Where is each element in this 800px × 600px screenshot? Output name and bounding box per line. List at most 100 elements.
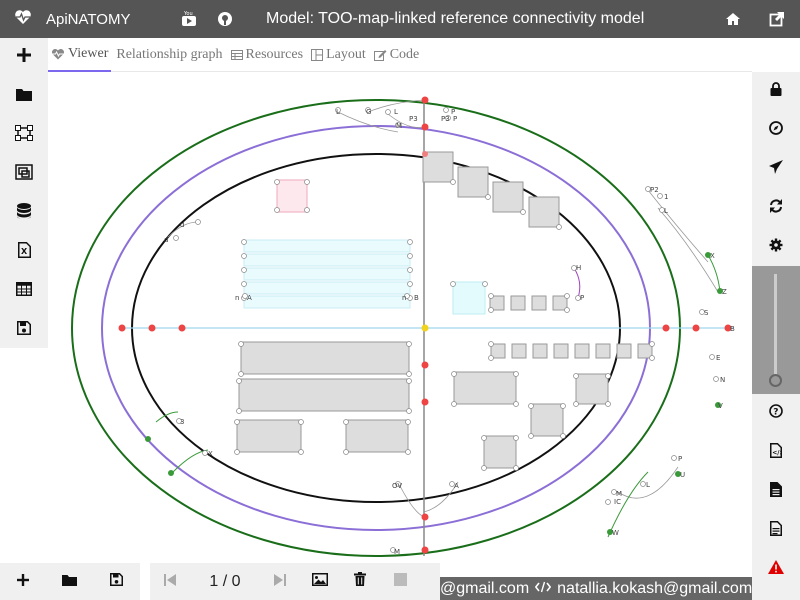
- tab-label: Code: [389, 46, 420, 62]
- send-icon: [769, 160, 783, 179]
- graph-canvas[interactable]: L G L P P M P3 P3 d d n A n B 3 X P2 1 L…: [48, 72, 752, 600]
- graph-label: P: [451, 108, 455, 116]
- send-button[interactable]: [752, 150, 800, 189]
- file-button[interactable]: [752, 472, 800, 511]
- graph-label: OV: [392, 482, 402, 490]
- help-button[interactable]: ?: [752, 394, 800, 433]
- graph-label: 3: [180, 418, 184, 426]
- stop-button[interactable]: [380, 572, 420, 591]
- table-icon: [16, 282, 32, 301]
- tab-resources[interactable]: Resources: [228, 38, 307, 72]
- graph-label: P: [453, 115, 457, 123]
- graph-label: d: [180, 221, 184, 229]
- snapshot-button[interactable]: [300, 572, 340, 591]
- table-button[interactable]: [0, 272, 48, 311]
- zoom-slider[interactable]: [752, 266, 800, 394]
- save-button[interactable]: [0, 311, 48, 350]
- graph-label: V: [718, 402, 723, 410]
- graph-label: n: [402, 294, 406, 302]
- svg-text:X: X: [21, 247, 28, 256]
- graph-label: M: [394, 548, 400, 556]
- page-title: Model: TOO-map-linked reference connecti…: [266, 10, 645, 27]
- tab-relationship-graph[interactable]: Relationship graph: [113, 38, 225, 72]
- tab-label: Viewer: [68, 45, 109, 61]
- file-lines-button[interactable]: [752, 511, 800, 550]
- trash-icon: [354, 572, 366, 591]
- compass-button[interactable]: [752, 111, 800, 150]
- tab-viewer[interactable]: Viewer: [48, 38, 112, 72]
- database-button[interactable]: [0, 194, 48, 233]
- help-icon: ?: [769, 404, 783, 423]
- object-group-button[interactable]: [0, 155, 48, 194]
- add-button[interactable]: [0, 38, 48, 77]
- vector-square-icon: [15, 125, 33, 146]
- next-button[interactable]: [260, 573, 300, 591]
- add-bottom-button[interactable]: [16, 573, 29, 591]
- graph-label: U: [680, 471, 685, 479]
- external-link-icon[interactable]: [766, 8, 788, 30]
- graph-label: A: [247, 294, 252, 302]
- graph-label: M: [616, 490, 622, 498]
- open-folder-button[interactable]: [0, 77, 48, 116]
- footer-email-right[interactable]: natallia.kokash@gmail.com: [557, 579, 752, 597]
- step-backward-icon: [164, 573, 176, 591]
- scene-player: 1 / 0: [150, 563, 440, 600]
- zoom-handle[interactable]: [769, 374, 782, 387]
- file-icon: [770, 481, 782, 502]
- graph-label: W: [612, 529, 619, 537]
- scene-counter: 1 / 0: [209, 572, 241, 590]
- vector-square-button[interactable]: [0, 116, 48, 155]
- graph-label: S: [704, 309, 709, 317]
- footer-contacts: @gmail.com natallia.kokash@gmail.com: [440, 577, 752, 600]
- home-icon[interactable]: [722, 8, 744, 30]
- bottom-toolbar: [0, 563, 140, 600]
- footer-email-left[interactable]: @gmail.com: [440, 579, 530, 597]
- import-excel-button[interactable]: X: [0, 233, 48, 272]
- folder-icon: [16, 88, 32, 106]
- graph-label: P3: [441, 115, 450, 123]
- graph-label: 1: [664, 193, 668, 201]
- right-toolbar: ? </>: [752, 72, 800, 600]
- plus-icon: [17, 48, 31, 67]
- previous-button[interactable]: [150, 573, 190, 591]
- save-bottom-button[interactable]: [110, 572, 124, 591]
- excel-file-icon: X: [17, 242, 31, 263]
- graph-label: E: [716, 354, 720, 362]
- tab-layout[interactable]: Layout: [308, 38, 369, 72]
- square-icon: [393, 572, 407, 591]
- graph-label: n: [235, 294, 239, 302]
- zoom-track: [774, 274, 777, 386]
- graph-label: G: [366, 108, 371, 116]
- graph-label: d: [164, 236, 168, 244]
- graph-label: X: [710, 252, 715, 260]
- graph-label: P3: [409, 115, 418, 123]
- graph-label: X: [208, 450, 213, 458]
- graph-label: B: [414, 294, 419, 302]
- settings-button[interactable]: [752, 228, 800, 267]
- delete-button[interactable]: [340, 572, 380, 591]
- plus-icon: [16, 573, 29, 586]
- save-icon: [110, 572, 124, 586]
- open-bottom-button[interactable]: [61, 573, 77, 591]
- github-icon[interactable]: [214, 8, 236, 30]
- warnings-button[interactable]: [752, 550, 800, 589]
- youtube-icon[interactable]: You: [178, 8, 200, 30]
- warning-icon: [768, 560, 784, 579]
- svg-text:You: You: [183, 11, 193, 17]
- cyan-lanes: [243, 239, 411, 309]
- image-icon: [312, 572, 328, 591]
- table-icon: [230, 49, 243, 60]
- svg-text:</>: </>: [772, 449, 782, 456]
- lock-button[interactable]: [752, 72, 800, 111]
- graph-label: P: [580, 294, 584, 302]
- graph-label: P: [678, 455, 682, 463]
- graph-label: B: [730, 325, 735, 333]
- sync-button[interactable]: [752, 189, 800, 228]
- code-file-button[interactable]: </>: [752, 433, 800, 472]
- file-lines-icon: [770, 520, 782, 541]
- tab-label: Resources: [245, 46, 304, 62]
- folder-icon: [61, 574, 77, 586]
- compass-icon: [769, 121, 783, 140]
- tab-code[interactable]: Code: [371, 38, 423, 72]
- graph-label: N: [720, 376, 725, 384]
